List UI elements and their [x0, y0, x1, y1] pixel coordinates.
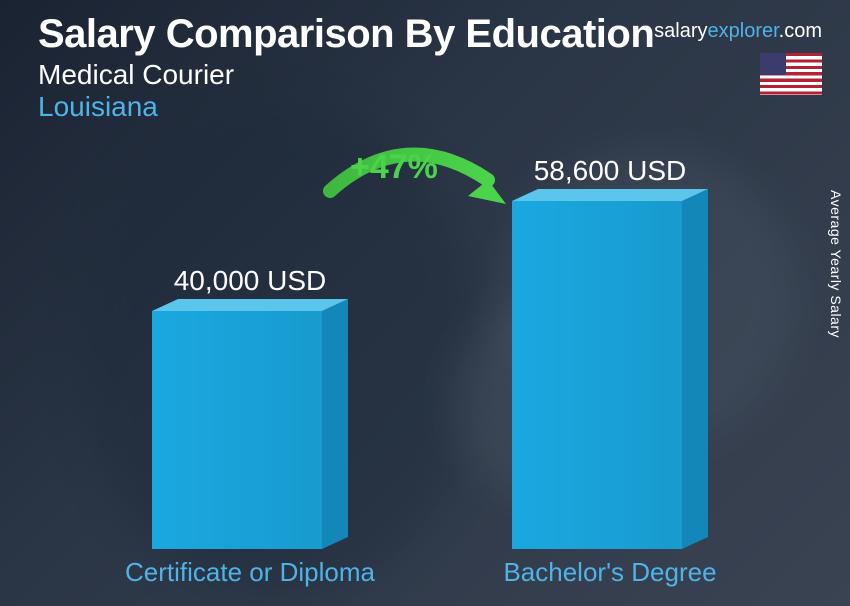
bar-top-face	[152, 299, 348, 311]
location-label: Louisiana	[38, 91, 830, 123]
brand-part2: explorer	[708, 20, 779, 42]
chart-area: 40,000 USD Certificate or Diploma 58,600…	[0, 150, 850, 588]
bar-3d	[512, 201, 708, 549]
bar-value-label: 58,600 USD	[470, 155, 750, 187]
brand-url: salaryexplorer.com	[654, 20, 822, 43]
bar-side-face	[322, 299, 348, 549]
bar-category-label: Certificate or Diploma	[110, 557, 390, 588]
brand-part1: salary	[654, 20, 707, 42]
bar-front-face	[512, 201, 682, 549]
flag-icon	[760, 53, 822, 95]
brand-part3: .com	[779, 20, 822, 42]
bar-value-label: 40,000 USD	[110, 265, 390, 297]
bar-category-label: Bachelor's Degree	[470, 557, 750, 588]
brand-block: salaryexplorer.com	[654, 20, 822, 95]
bar-side-face	[682, 189, 708, 549]
bar-group: 58,600 USD Bachelor's Degree	[470, 155, 750, 588]
bar-group: 40,000 USD Certificate or Diploma	[110, 265, 390, 588]
bar-top-face	[512, 189, 708, 201]
bar-3d	[152, 311, 348, 549]
bar-front-face	[152, 311, 322, 549]
